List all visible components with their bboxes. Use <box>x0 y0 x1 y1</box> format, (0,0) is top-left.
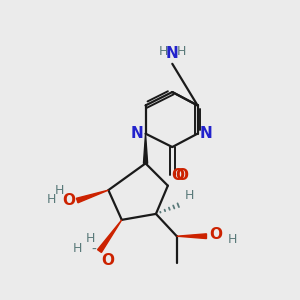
Text: O: O <box>62 193 75 208</box>
Polygon shape <box>76 190 108 203</box>
Text: O: O <box>175 168 188 183</box>
Text: H: H <box>185 189 194 202</box>
Text: O: O <box>171 168 184 183</box>
Polygon shape <box>98 220 122 252</box>
Text: H: H <box>54 184 64 197</box>
Polygon shape <box>177 234 206 239</box>
Text: H: H <box>227 233 237 246</box>
Text: -: - <box>91 243 96 256</box>
Text: O: O <box>101 253 114 268</box>
Text: H: H <box>85 232 95 245</box>
Text: H: H <box>72 242 82 255</box>
Text: N: N <box>166 46 179 62</box>
Text: O: O <box>209 227 222 242</box>
Text: N: N <box>130 126 143 141</box>
Text: H: H <box>176 45 186 58</box>
Polygon shape <box>143 134 148 164</box>
Text: H: H <box>47 193 56 206</box>
Text: H: H <box>159 45 168 58</box>
Text: N: N <box>200 126 213 141</box>
